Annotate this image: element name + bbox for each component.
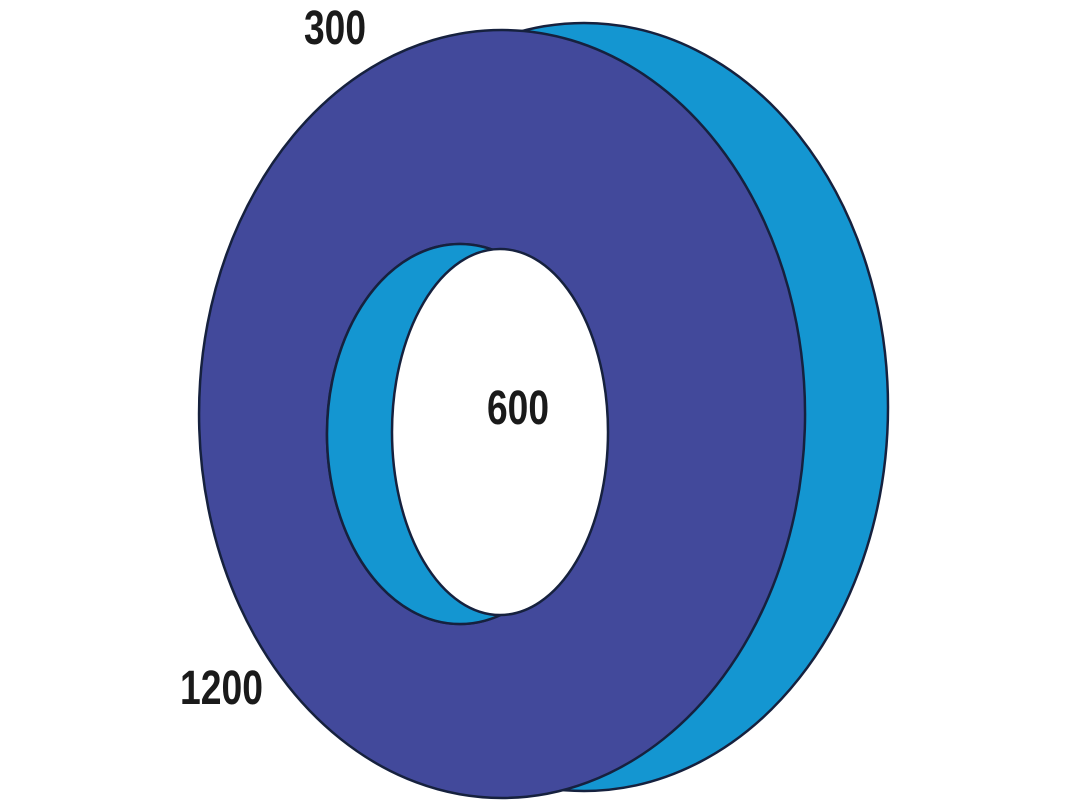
svg-text:300: 300 — [304, 2, 366, 55]
svg-text:1200: 1200 — [180, 662, 263, 715]
svg-text:600: 600 — [487, 382, 549, 435]
